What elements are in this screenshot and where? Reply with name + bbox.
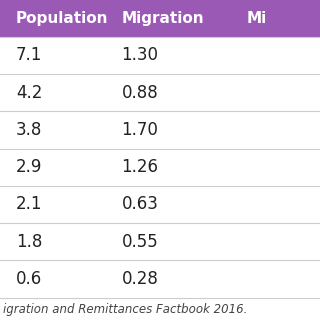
Text: igration and Remittances Factbook 2016.: igration and Remittances Factbook 2016. [3,303,248,316]
Text: 4.2: 4.2 [16,84,42,102]
FancyBboxPatch shape [0,186,320,223]
Text: 1.30: 1.30 [122,46,159,64]
Text: 2.1: 2.1 [16,196,43,213]
Text: 3.8: 3.8 [16,121,42,139]
FancyBboxPatch shape [0,0,320,37]
Text: 7.1: 7.1 [16,46,42,64]
Text: 0.55: 0.55 [122,233,158,251]
Text: 1.70: 1.70 [122,121,158,139]
Text: Mi: Mi [246,11,267,26]
Text: Population: Population [16,11,108,26]
FancyBboxPatch shape [0,148,320,186]
Text: 0.6: 0.6 [16,270,42,288]
Text: 0.63: 0.63 [122,196,158,213]
FancyBboxPatch shape [0,260,320,298]
Text: 1.26: 1.26 [122,158,159,176]
FancyBboxPatch shape [0,223,320,260]
Text: Migration: Migration [122,11,204,26]
Text: 2.9: 2.9 [16,158,42,176]
FancyBboxPatch shape [0,111,320,148]
Text: 0.28: 0.28 [122,270,158,288]
FancyBboxPatch shape [0,37,320,74]
Text: 0.88: 0.88 [122,84,158,102]
Text: 1.8: 1.8 [16,233,42,251]
FancyBboxPatch shape [0,74,320,111]
